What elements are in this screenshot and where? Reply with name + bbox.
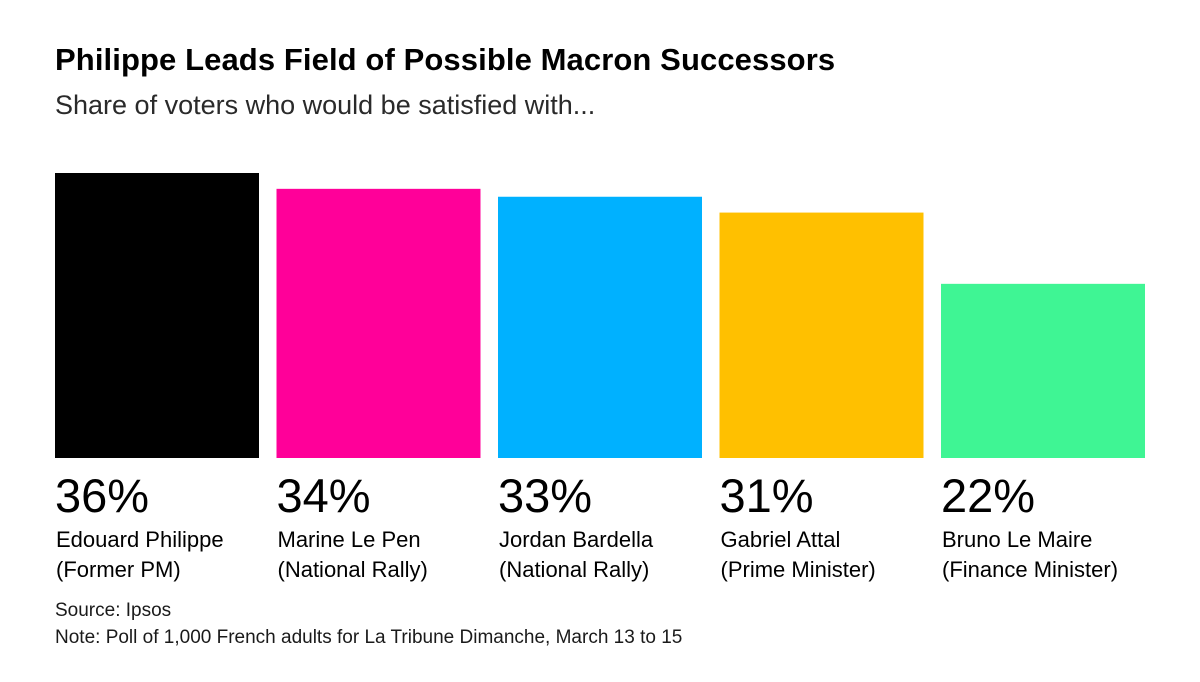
chart-title: Philippe Leads Field of Possible Macron … <box>55 42 836 77</box>
category-label: Gabriel Attal <box>721 527 841 552</box>
value-label: 22% <box>941 469 1035 522</box>
category-label: Marine Le Pen <box>278 527 421 552</box>
source-note: Source: Ipsos <box>55 600 172 621</box>
category-role-label: (Finance Minister) <box>942 557 1118 582</box>
category-label: Bruno Le Maire <box>942 527 1092 552</box>
bar <box>498 196 702 458</box>
value-label: 33% <box>498 469 592 522</box>
category-label: Edouard Philippe <box>56 527 224 552</box>
bar <box>719 212 924 458</box>
bar <box>276 188 481 459</box>
chart-subtitle: Share of voters who would be satisfied w… <box>55 90 596 120</box>
bar <box>941 283 1145 458</box>
category-role-label: (National Rally) <box>278 557 428 582</box>
bar <box>55 173 259 458</box>
category-role-label: (Prime Minister) <box>721 557 876 582</box>
category-label: Jordan Bardella <box>499 527 654 552</box>
category-role-label: (National Rally) <box>499 557 649 582</box>
value-label: 34% <box>277 469 371 522</box>
category-role-label: (Former PM) <box>56 557 181 582</box>
value-label: 31% <box>720 469 814 522</box>
poll-note: Note: Poll of 1,000 French adults for La… <box>55 627 683 648</box>
bar-chart: 36% Edouard Philippe (Former PM) 34% Marine … <box>55 173 1145 582</box>
value-label: 36% <box>55 469 149 522</box>
